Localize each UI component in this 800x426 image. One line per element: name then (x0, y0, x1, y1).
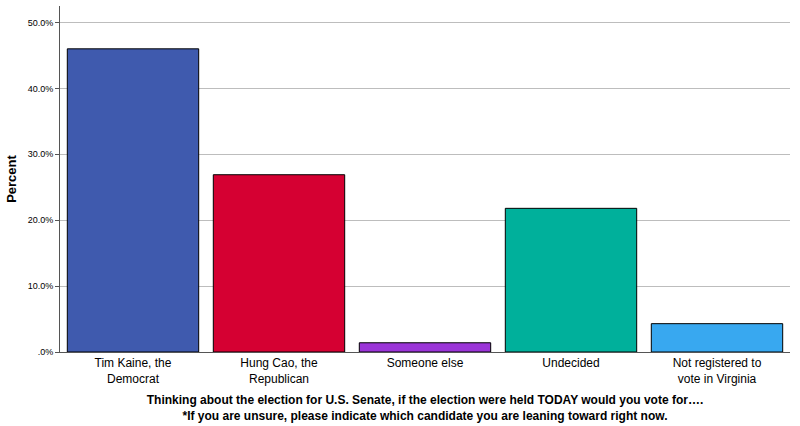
svg-text:Percent: Percent (4, 154, 19, 202)
svg-text:40.0%: 40.0% (28, 84, 54, 94)
svg-text:20.0%: 20.0% (28, 215, 54, 225)
svg-text:Someone else: Someone else (387, 356, 464, 370)
svg-text:50.0%: 50.0% (28, 18, 54, 28)
svg-text:Undecided: Undecided (542, 356, 599, 370)
svg-text:Tim Kaine, theDemocrat: Tim Kaine, theDemocrat (95, 356, 172, 386)
svg-text:.0%: .0% (38, 347, 54, 357)
svg-text:10.0%: 10.0% (28, 281, 54, 291)
svg-text:30.0%: 30.0% (28, 149, 54, 159)
svg-text:Thinking about the election fo: Thinking about the election for U.S. Sen… (147, 393, 704, 423)
svg-text:Not registered tovote in Virgi: Not registered tovote in Virginia (673, 356, 762, 386)
svg-text:Hung Cao, theRepublican: Hung Cao, theRepublican (240, 356, 318, 386)
